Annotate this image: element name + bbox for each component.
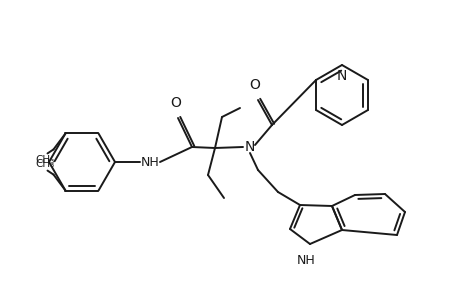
Text: N: N	[244, 140, 255, 154]
Text: CH₃: CH₃	[36, 159, 55, 170]
Text: O: O	[249, 78, 260, 92]
Text: NH: NH	[140, 155, 159, 169]
Text: NH: NH	[296, 254, 315, 267]
Text: O: O	[170, 96, 181, 110]
Text: CH₃: CH₃	[36, 154, 55, 165]
Text: N: N	[336, 69, 347, 83]
